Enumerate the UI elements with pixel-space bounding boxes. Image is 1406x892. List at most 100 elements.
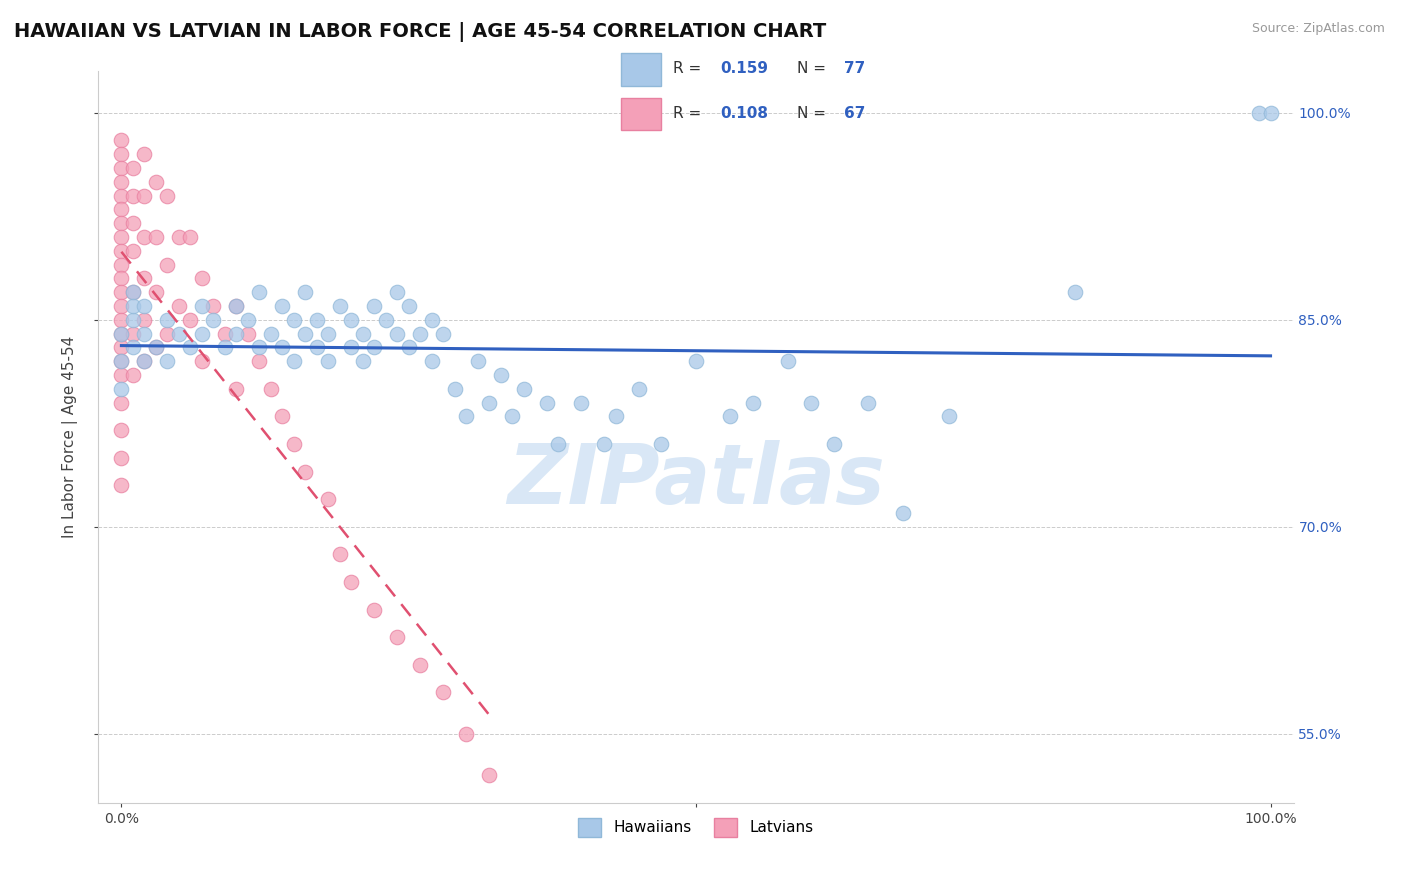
Point <box>456 727 478 741</box>
Point <box>398 340 420 354</box>
Point <box>110 368 132 382</box>
Point <box>1064 285 1087 300</box>
Point <box>110 133 132 147</box>
Text: 77: 77 <box>844 62 865 77</box>
Point <box>443 382 465 396</box>
Point <box>110 285 132 300</box>
Point <box>316 354 339 368</box>
Point <box>247 340 270 354</box>
Point <box>363 299 385 313</box>
Point <box>122 285 145 300</box>
Text: 67: 67 <box>844 106 865 121</box>
Point <box>110 216 132 230</box>
Point <box>179 312 201 326</box>
Text: N =: N = <box>797 106 831 121</box>
Point <box>605 409 627 424</box>
Point <box>294 465 316 479</box>
Text: ZIPatlas: ZIPatlas <box>508 441 884 522</box>
Point <box>374 312 396 326</box>
Point <box>110 312 132 326</box>
Point <box>329 299 352 313</box>
Text: HAWAIIAN VS LATVIAN IN LABOR FORCE | AGE 45-54 CORRELATION CHART: HAWAIIAN VS LATVIAN IN LABOR FORCE | AGE… <box>14 22 827 42</box>
Point <box>420 354 443 368</box>
Point <box>363 602 385 616</box>
Point <box>110 326 132 341</box>
Point <box>110 354 132 368</box>
Point <box>283 312 305 326</box>
Point <box>110 188 132 202</box>
Point <box>316 492 339 507</box>
Point <box>478 768 501 782</box>
Point <box>800 395 823 409</box>
Point <box>478 395 501 409</box>
Point <box>938 409 960 424</box>
Point <box>225 382 247 396</box>
Point <box>340 312 363 326</box>
Legend: Hawaiians, Latvians: Hawaiians, Latvians <box>572 812 820 843</box>
Point <box>122 299 145 313</box>
Point <box>236 326 259 341</box>
Point <box>156 326 179 341</box>
Point <box>316 326 339 341</box>
Point <box>145 340 167 354</box>
Point <box>385 326 409 341</box>
Point <box>1247 105 1270 120</box>
Point <box>122 340 145 354</box>
Point <box>110 258 132 272</box>
Point <box>156 188 179 202</box>
Point <box>891 506 914 520</box>
FancyBboxPatch shape <box>621 54 661 87</box>
Point <box>122 285 145 300</box>
Point <box>191 354 214 368</box>
Point <box>329 548 352 562</box>
Point <box>202 312 225 326</box>
Point <box>294 285 316 300</box>
Point <box>122 326 145 341</box>
Point <box>720 409 742 424</box>
Point <box>134 354 156 368</box>
Point <box>650 437 672 451</box>
Point <box>536 395 558 409</box>
Point <box>134 299 156 313</box>
Point <box>1260 105 1282 120</box>
Point <box>260 382 283 396</box>
Point <box>385 630 409 644</box>
Point <box>110 478 132 492</box>
Text: Source: ZipAtlas.com: Source: ZipAtlas.com <box>1251 22 1385 36</box>
Point <box>776 354 799 368</box>
Point <box>167 230 190 244</box>
Point <box>145 285 167 300</box>
Point <box>823 437 845 451</box>
Point <box>179 230 201 244</box>
Point <box>593 437 616 451</box>
Point <box>134 230 156 244</box>
Point <box>110 175 132 189</box>
Point <box>202 299 225 313</box>
Point <box>512 382 534 396</box>
Point <box>271 340 294 354</box>
Point <box>627 382 650 396</box>
Point <box>110 230 132 244</box>
Point <box>122 368 145 382</box>
Point <box>145 175 167 189</box>
Point <box>283 354 305 368</box>
Point <box>685 354 707 368</box>
Point <box>110 202 132 217</box>
Point <box>134 354 156 368</box>
Point <box>247 354 270 368</box>
Text: R =: R = <box>673 106 707 121</box>
Point <box>156 312 179 326</box>
Point <box>398 299 420 313</box>
Point <box>467 354 489 368</box>
Point <box>191 326 214 341</box>
Point <box>145 230 167 244</box>
Point <box>569 395 592 409</box>
Point <box>385 285 409 300</box>
Point <box>225 299 247 313</box>
Point <box>352 354 374 368</box>
Point <box>145 340 167 354</box>
Point <box>547 437 569 451</box>
Point <box>122 216 145 230</box>
Point <box>305 340 328 354</box>
Point <box>225 299 247 313</box>
